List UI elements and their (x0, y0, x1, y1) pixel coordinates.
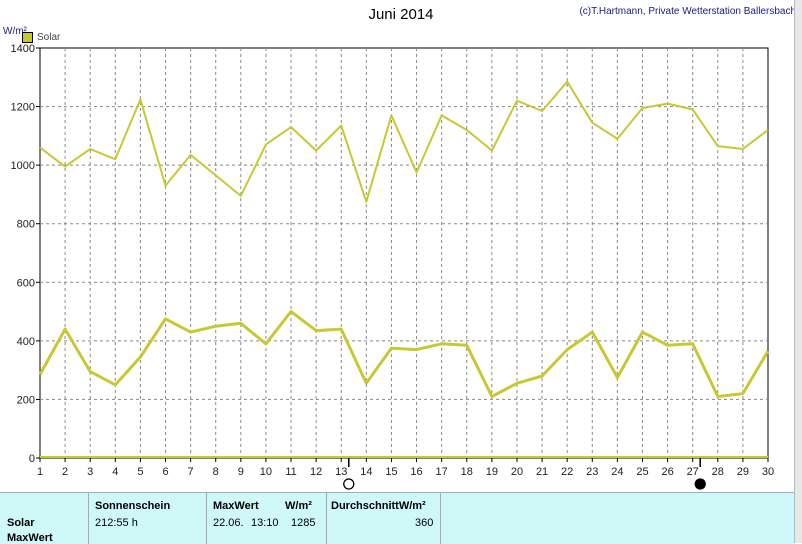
y-tick-label: 1000 (11, 160, 35, 172)
credit-text: (c)T.Hartmann, Private Wetterstation Bal… (579, 6, 796, 17)
maxwert-column: MaxWert W/m² 22.06. 13:10 1285 (206, 493, 327, 544)
x-tick-label: 28 (712, 466, 724, 478)
summary-panel: Solar MaxWert Sonnenschein 212:55 h MaxW… (0, 492, 795, 544)
x-tick-label: 26 (661, 466, 673, 478)
x-tick-label: 13 (335, 466, 347, 478)
vertical-scrollbar[interactable] (794, 0, 802, 543)
chart-title: Juni 2014 (368, 6, 434, 23)
x-tick-label: 4 (112, 466, 118, 478)
x-tick-label: 7 (188, 466, 194, 478)
x-tick-label: 22 (561, 466, 573, 478)
sonnenschein-value: 212:55 h (95, 517, 138, 529)
series-line-avg (38, 310, 770, 398)
full-moon-icon (343, 478, 355, 490)
legend-swatch (22, 32, 33, 43)
x-tick-label: 11 (285, 466, 296, 478)
y-tick-label: 200 (17, 394, 35, 406)
average-column: DurchschnittW/m² 360 (326, 493, 441, 544)
maxwert-date: 22.06. (213, 517, 244, 529)
sonnenschein-header: Sonnenschein (95, 500, 171, 512)
y-tick-label: 1200 (11, 102, 35, 114)
row-label-maxwert: MaxWert (7, 532, 53, 544)
x-tick-label: 25 (636, 466, 648, 478)
x-tick-label: 6 (162, 466, 168, 478)
y-tick-label: 0 (29, 453, 35, 465)
new-moon-icon (694, 478, 706, 490)
x-tick-label: 18 (461, 466, 473, 478)
x-tick-label: 10 (260, 466, 272, 478)
x-tick-label: 20 (511, 466, 523, 478)
x-tick-label: 9 (238, 466, 244, 478)
x-tick-label: 19 (486, 466, 498, 478)
x-tick-label: 3 (87, 466, 93, 478)
legend-label: Solar (37, 32, 61, 43)
x-tick-label: 2 (62, 466, 68, 478)
y-axis-unit: W/m² (3, 26, 27, 37)
sonnenschein-column: Sonnenschein 212:55 h (88, 493, 207, 544)
average-header: DurchschnittW/m² (331, 500, 426, 512)
y-tick-label: 1400 (11, 43, 35, 55)
empty-column (440, 493, 795, 544)
x-tick-label: 23 (586, 466, 598, 478)
plot-area (39, 47, 769, 459)
y-tick-label: 800 (17, 219, 35, 231)
maxwert-value: 1285 (291, 517, 316, 529)
x-tick-label: 30 (762, 466, 774, 478)
x-tick-label: 21 (536, 466, 548, 478)
y-tick-label: 600 (17, 277, 35, 289)
y-tick-label: 400 (17, 336, 35, 348)
legend: Solar (22, 32, 60, 43)
x-tick-label: 16 (410, 466, 422, 478)
x-tick-label: 1 (37, 466, 43, 478)
x-tick-label: 29 (737, 466, 749, 478)
x-tick-label: 8 (213, 466, 219, 478)
x-tick-label: 15 (385, 466, 397, 478)
row-label-solar: Solar (7, 517, 35, 529)
average-value: 360 (415, 517, 434, 529)
x-tick-label: 12 (310, 466, 322, 478)
x-tick-label: 14 (360, 466, 372, 478)
maxwert-unit-header: W/m² (285, 500, 312, 512)
maxwert-time: 13:10 (251, 517, 279, 529)
x-tick-label: 24 (611, 466, 623, 478)
series-line-max (39, 80, 769, 203)
x-tick-label: 17 (436, 466, 448, 478)
x-tick-label: 27 (687, 466, 699, 478)
maxwert-header: MaxWert (213, 500, 259, 512)
x-tick-label: 5 (137, 466, 143, 478)
